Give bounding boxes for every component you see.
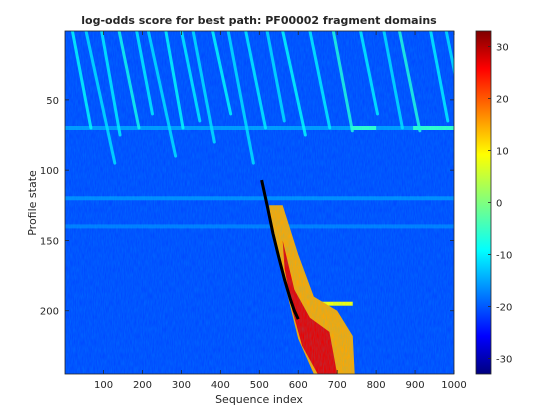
best-path-line (260, 179, 300, 320)
x-tick-label: 600 (289, 380, 308, 391)
x-tick-label: 300 (172, 380, 191, 391)
y-tick-label: 200 (40, 307, 59, 318)
x-axis-ticks: 100 200 300 400 500 600 700 800 900 1000 (94, 31, 467, 391)
heatmap-texture (65, 31, 454, 374)
colorbar-tick-label: -20 (496, 302, 512, 313)
y-tick-label: 150 (40, 236, 59, 247)
colorbar-tick-label: 0 (496, 199, 502, 210)
x-tick-label: 700 (328, 380, 347, 391)
y-axis-label: Profile state (26, 170, 39, 236)
x-tick-label: 900 (406, 380, 425, 391)
colorbar-tick-label: 20 (496, 95, 509, 106)
colorbar-tick-label: 30 (496, 43, 509, 54)
chart-title: log-odds score for best path: PF00002 fr… (81, 14, 437, 27)
colorbar-tick-label: -30 (496, 354, 512, 365)
y-axis-ticks: 50 100 150 200 (40, 96, 454, 318)
x-tick-label: 100 (94, 380, 113, 391)
y-tick-label: 100 (40, 166, 59, 177)
colorbar-ticks: -30 -20 -10 0 10 20 30 (488, 43, 512, 365)
colorbar-tick-label: 10 (496, 147, 509, 158)
x-tick-label: 1000 (441, 380, 466, 391)
x-tick-label: 400 (211, 380, 230, 391)
y-tick-label: 50 (46, 96, 59, 107)
colorbar-tick-label: -10 (496, 250, 512, 261)
x-tick-label: 200 (133, 380, 152, 391)
x-tick-label: 500 (250, 380, 269, 391)
x-tick-label: 800 (367, 380, 386, 391)
x-axis-label: Sequence index (215, 393, 303, 406)
